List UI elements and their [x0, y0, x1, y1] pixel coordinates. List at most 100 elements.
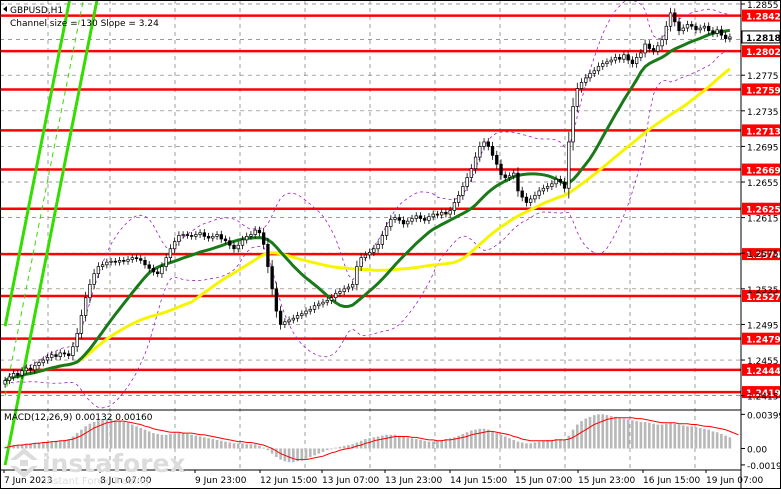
level-price-box	[742, 45, 780, 58]
candle	[359, 253, 363, 272]
time-tick-label: 8 Jun 07:00	[100, 476, 152, 486]
macd-bar	[660, 424, 664, 449]
candle	[698, 24, 702, 34]
candle-body	[639, 52, 643, 58]
candle-body	[554, 179, 558, 185]
candle	[100, 261, 105, 271]
candle	[79, 309, 84, 340]
macd-bar	[97, 420, 100, 449]
level-price-label: 1.2713	[746, 127, 781, 137]
macd-bar	[372, 437, 376, 449]
candle-body	[139, 258, 143, 261]
candle	[503, 171, 507, 182]
candle-body	[656, 45, 660, 52]
macd-bar	[135, 426, 138, 449]
macd-bar	[529, 443, 532, 449]
candle	[211, 232, 215, 242]
candle-body	[711, 30, 715, 34]
macd-bar	[334, 447, 338, 449]
candle	[609, 56, 613, 66]
candle-body	[249, 234, 253, 237]
candle	[33, 361, 37, 374]
candle	[172, 237, 177, 254]
candle	[130, 254, 134, 263]
candle-body	[355, 266, 359, 285]
candle-body	[702, 25, 707, 29]
macd-bar	[448, 438, 452, 449]
macd-bar	[652, 423, 655, 449]
level-price-label: 1.2625	[746, 206, 781, 216]
macd-bar	[160, 434, 164, 449]
candle-body	[380, 235, 384, 245]
time-tick-label: 15 Jun 07:00	[515, 476, 572, 486]
candle-body	[651, 48, 656, 52]
macd-bar	[478, 428, 482, 449]
candle	[54, 351, 58, 360]
macd-bar	[618, 417, 621, 449]
candle	[469, 164, 474, 183]
macd-bar	[16, 445, 20, 449]
symbol-label: GBPUSD,H1	[10, 6, 63, 16]
macd-bar	[567, 435, 571, 449]
candle	[143, 256, 147, 269]
candle-body	[359, 257, 363, 267]
candle	[516, 167, 520, 197]
candle	[647, 40, 652, 53]
macd-bar	[37, 442, 41, 449]
price-tick-label: 1.2615	[747, 215, 779, 225]
candle-body	[342, 288, 346, 292]
candle	[448, 206, 452, 218]
time-tick-label: 14 Jun 15:00	[450, 476, 507, 486]
candle	[529, 195, 533, 207]
candle	[88, 279, 92, 303]
candle	[372, 245, 376, 257]
candle-body	[372, 248, 376, 253]
candle	[440, 208, 444, 219]
candle	[274, 282, 279, 318]
macd-bar	[20, 444, 24, 449]
candle	[499, 159, 503, 180]
candle-body	[198, 232, 202, 235]
macd-bar	[338, 446, 342, 449]
candle	[117, 256, 122, 266]
candle-body	[126, 259, 130, 262]
candle	[545, 183, 550, 192]
candle	[677, 17, 681, 36]
macd-bar	[664, 423, 668, 449]
candle-body	[668, 12, 673, 27]
candle	[202, 229, 206, 241]
candle	[41, 356, 45, 367]
candle-body	[202, 232, 206, 237]
candle	[558, 175, 563, 186]
candle-body	[346, 286, 351, 290]
macd-bar	[559, 439, 562, 449]
candle	[37, 359, 41, 369]
candle-body	[393, 217, 397, 220]
macd-bar	[347, 445, 350, 449]
candle	[414, 212, 418, 223]
macd-bar	[601, 414, 605, 449]
candle	[389, 215, 393, 231]
candle	[363, 251, 368, 262]
candle-body	[50, 354, 54, 358]
candle-body	[88, 284, 92, 299]
candle	[219, 230, 223, 243]
candle-body	[300, 313, 304, 316]
candle	[367, 248, 372, 259]
candle-body	[681, 27, 685, 32]
macd-bar	[169, 433, 172, 449]
macd-bar	[470, 430, 473, 449]
macd-bar	[164, 434, 168, 449]
candle	[694, 22, 698, 34]
candle-body	[266, 243, 270, 267]
instaforex-logo-icon	[10, 448, 38, 478]
candle-body	[715, 29, 719, 34]
candle	[24, 364, 28, 375]
candle	[334, 289, 338, 302]
price-tick-label: 1.2695	[747, 143, 779, 153]
candle	[228, 236, 232, 250]
candle	[715, 26, 719, 38]
candle-body	[694, 25, 698, 31]
candle	[177, 231, 181, 246]
macd-bar	[728, 437, 732, 449]
